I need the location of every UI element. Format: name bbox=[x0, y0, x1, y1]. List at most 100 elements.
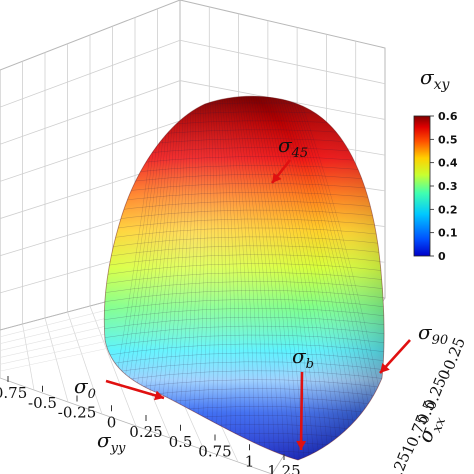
colorbar-tick-label: 0 bbox=[438, 250, 446, 263]
mesh-line bbox=[104, 343, 385, 358]
x-tick-label: 1.25 bbox=[267, 462, 300, 474]
mesh-line bbox=[219, 96, 232, 460]
colorbar-tick-label: 0.5 bbox=[438, 133, 458, 146]
annotation-arrowhead bbox=[272, 172, 282, 183]
annotation-arrowhead bbox=[380, 362, 390, 373]
mesh-line bbox=[264, 96, 326, 460]
colorbar-tick-label: 0.4 bbox=[438, 157, 458, 170]
x-tick-label: -0.75 bbox=[0, 384, 27, 402]
mesh-line bbox=[281, 96, 361, 460]
mesh-line bbox=[104, 334, 385, 349]
grid-line bbox=[67, 311, 103, 415]
annotation-sigma-0: σ0 bbox=[74, 374, 165, 402]
grid-line bbox=[44, 317, 69, 403]
grid-line bbox=[0, 80, 386, 145]
mesh-line bbox=[276, 96, 351, 460]
mesh-line bbox=[257, 96, 311, 460]
x-tick-label: -0.5 bbox=[28, 394, 57, 412]
mesh-line bbox=[104, 254, 385, 268]
mesh-line bbox=[259, 96, 316, 460]
surface-shading bbox=[104, 96, 385, 460]
mesh-line bbox=[240, 96, 276, 460]
x-axis-label: σyy bbox=[97, 428, 126, 456]
mesh-line bbox=[211, 96, 219, 460]
mesh-line bbox=[250, 96, 296, 460]
colorbar-tick-label: 0.2 bbox=[438, 203, 458, 216]
mesh-line bbox=[104, 191, 385, 205]
mesh-line bbox=[104, 272, 385, 286]
colorbar-label: σxy bbox=[420, 65, 451, 93]
mesh-line bbox=[283, 96, 366, 460]
mesh-line bbox=[243, 96, 281, 460]
annotations: σ45 σ0 σb σ90 bbox=[74, 133, 448, 451]
grid-line bbox=[22, 323, 35, 391]
mesh-line bbox=[235, 96, 266, 460]
mesh-line bbox=[238, 96, 271, 460]
annotation-label: σ0 bbox=[74, 374, 96, 402]
mesh-line bbox=[228, 96, 251, 460]
mesh-line bbox=[247, 96, 291, 460]
mesh-line bbox=[226, 96, 246, 460]
annotation-label: σb bbox=[292, 344, 314, 372]
annotation-arrow bbox=[105, 379, 165, 400]
mesh-line bbox=[298, 96, 385, 460]
mesh-line bbox=[262, 96, 321, 460]
annotation-arrowhead bbox=[153, 390, 164, 401]
mesh-line bbox=[104, 299, 385, 313]
annotation-label: σ90 bbox=[418, 320, 448, 348]
mesh-line bbox=[104, 218, 385, 232]
mesh-line bbox=[269, 96, 336, 460]
mesh-line bbox=[252, 96, 301, 460]
mesh-line bbox=[214, 96, 223, 460]
mesh-line bbox=[104, 182, 385, 196]
x-tick-label: -0.25 bbox=[58, 404, 96, 422]
mesh-line bbox=[104, 227, 385, 241]
grid-line bbox=[89, 305, 137, 427]
mesh-line bbox=[221, 96, 236, 460]
mesh-line bbox=[271, 96, 341, 460]
colorbar-scale bbox=[413, 115, 431, 257]
colorbar-tick-label: 0.3 bbox=[438, 180, 458, 193]
mesh-line bbox=[233, 96, 261, 460]
x-tick-label: 0 bbox=[107, 413, 117, 431]
mesh-line bbox=[104, 307, 385, 322]
mesh-line bbox=[279, 96, 356, 460]
x-tick-label: 1 bbox=[245, 452, 255, 470]
x-tick-label: 0.5 bbox=[169, 433, 193, 451]
mesh-line bbox=[104, 325, 385, 340]
mesh-line bbox=[104, 290, 385, 304]
mesh-line bbox=[104, 263, 385, 277]
mesh-line bbox=[104, 316, 385, 331]
mesh-line bbox=[199, 96, 209, 460]
y-axis-label: σxx bbox=[412, 410, 449, 447]
x-tick-label: 0.25 bbox=[129, 423, 162, 441]
mesh-line bbox=[104, 352, 385, 367]
annotation-sigma-45: σ45 bbox=[270, 133, 308, 184]
mesh-line bbox=[104, 281, 385, 295]
mesh-line bbox=[274, 96, 346, 460]
surface-outline bbox=[103, 95, 385, 461]
colorbar-tick-label: 0.1 bbox=[438, 227, 458, 240]
mesh-line bbox=[104, 245, 385, 259]
annotation-arrowhead bbox=[296, 440, 307, 450]
annotation-arrow bbox=[299, 371, 304, 451]
annotation-sigma-b: σb bbox=[292, 344, 314, 451]
mesh-line bbox=[267, 96, 331, 460]
mesh-line bbox=[204, 96, 212, 460]
mesh-line bbox=[223, 96, 241, 460]
mesh-line bbox=[104, 200, 385, 214]
mesh-line bbox=[104, 370, 385, 385]
mesh-line bbox=[245, 96, 286, 460]
grid-line bbox=[0, 39, 386, 108]
mesh-line bbox=[231, 96, 256, 460]
annotation-sigma-90: σ90 bbox=[379, 320, 448, 374]
colorbar-tick-label: 0.6 bbox=[438, 110, 458, 123]
annotation-label: σ45 bbox=[278, 133, 308, 161]
x-tick-label: 0.75 bbox=[198, 443, 231, 461]
colorbar: σxy 0 0.1 0.2 0.3 0.4 0.5 0.6 bbox=[413, 65, 458, 263]
mesh-line bbox=[209, 96, 216, 460]
mesh-line bbox=[104, 236, 385, 250]
mesh-line bbox=[216, 96, 228, 460]
mesh-line bbox=[104, 361, 385, 376]
